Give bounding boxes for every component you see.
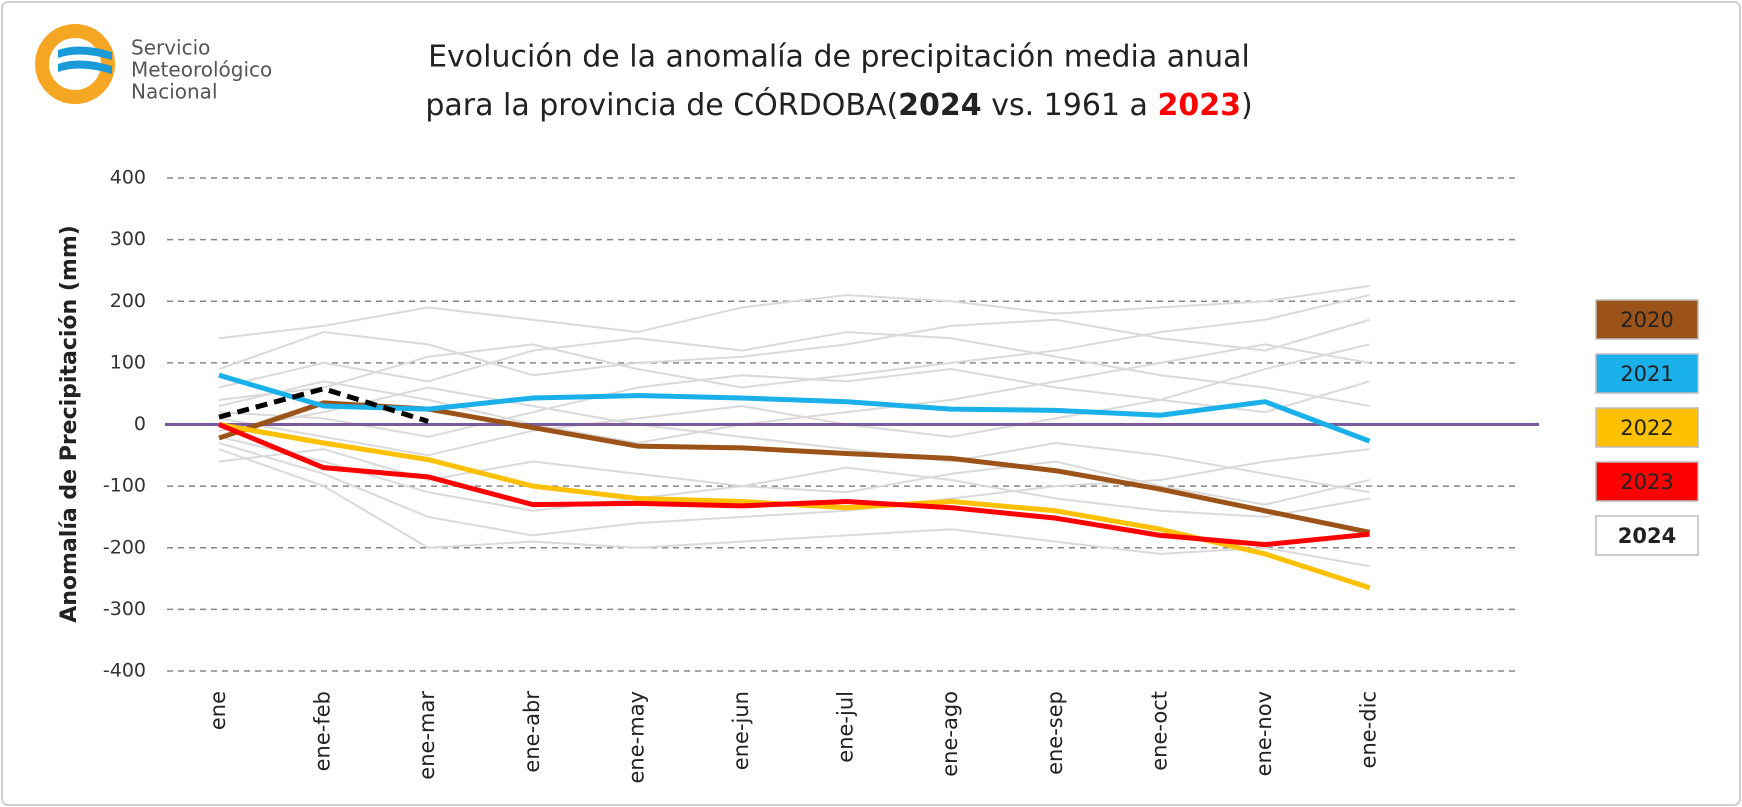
x-tick-label: ene-may — [624, 691, 648, 783]
title-part: vs. 1961 a — [982, 88, 1158, 123]
background-line — [218, 448, 1370, 568]
x-tick-label: ene-oct — [1147, 691, 1171, 771]
background-line — [218, 380, 1370, 457]
x-tick-label: ene-jun — [729, 691, 753, 770]
legend-label: 2023 — [1620, 470, 1673, 494]
y-tick-label: -400 — [103, 660, 146, 682]
legend-box — [1595, 353, 1699, 394]
logo-text: Meteorológico — [131, 58, 272, 82]
legend-box — [1595, 299, 1699, 340]
legend-label: 2021 — [1620, 362, 1673, 386]
x-tick-label: ene-sep — [1043, 691, 1067, 775]
legend-label: 2020 — [1620, 308, 1673, 332]
logo: Servicio Meteorológico Nacional — [35, 24, 272, 104]
chart-title: Evolución de la anomalía de precipitació… — [428, 40, 1250, 75]
x-tick-label: ene-nov — [1252, 691, 1276, 776]
legend-box — [1595, 461, 1699, 502]
y-axis-label: Anomalía de Precipitación (mm) — [57, 225, 82, 623]
y-tick-label: 200 — [110, 290, 146, 312]
background-line — [218, 435, 1370, 512]
y-tick-label: 300 — [110, 228, 146, 250]
series-line — [218, 422, 1370, 548]
logo-text: Servicio — [131, 36, 210, 60]
legend-label: 2024 — [1618, 524, 1676, 548]
x-tick-label: ene-feb — [311, 691, 335, 771]
background-line — [218, 318, 1370, 377]
chart-title-line2: para la provincia de CÓRDOBA(2024 vs. 19… — [425, 86, 1252, 123]
title-part: 2023 — [1157, 88, 1241, 123]
background-line — [218, 343, 1370, 444]
x-tick-label: ene-mar — [415, 691, 439, 780]
x-tick-label: ene — [206, 691, 230, 730]
title-part: ) — [1241, 88, 1253, 123]
logo-text: Nacional — [131, 80, 218, 104]
background-line — [218, 343, 1370, 438]
logo-waves — [58, 46, 112, 74]
legend-label: 2022 — [1620, 416, 1673, 440]
x-tick-label: ene-dic — [1357, 691, 1381, 768]
y-tick-label: 0 — [134, 413, 146, 435]
x-tick-label: ene-jul — [834, 691, 858, 763]
legend-box — [1595, 407, 1699, 448]
x-tick-label: ene-ago — [938, 691, 962, 777]
x-tick-label: ene-abr — [520, 691, 544, 773]
series-line — [218, 372, 1371, 444]
legend-box — [1595, 515, 1699, 556]
background-line — [218, 331, 1370, 407]
y-tick-label: 400 — [110, 167, 146, 189]
y-tick-label: -300 — [103, 598, 146, 620]
series-line — [218, 386, 429, 424]
y-tick-label: -200 — [103, 536, 146, 558]
background-line — [218, 386, 1370, 494]
background-line — [218, 294, 1370, 401]
background-line — [218, 442, 1370, 537]
title-part: para la provincia de CÓRDOBA( — [425, 86, 898, 123]
y-tick-label: 100 — [110, 351, 146, 373]
title-part: 2024 — [898, 88, 982, 123]
logo-ring — [35, 24, 115, 104]
background-line — [218, 284, 1370, 340]
y-tick-label: -100 — [103, 475, 146, 497]
